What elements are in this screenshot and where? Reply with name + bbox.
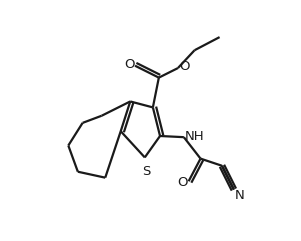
Text: O: O	[177, 176, 188, 189]
Text: O: O	[124, 58, 134, 71]
Text: NH: NH	[185, 130, 205, 143]
Text: S: S	[142, 165, 150, 178]
Text: O: O	[179, 60, 190, 74]
Text: N: N	[235, 189, 245, 202]
